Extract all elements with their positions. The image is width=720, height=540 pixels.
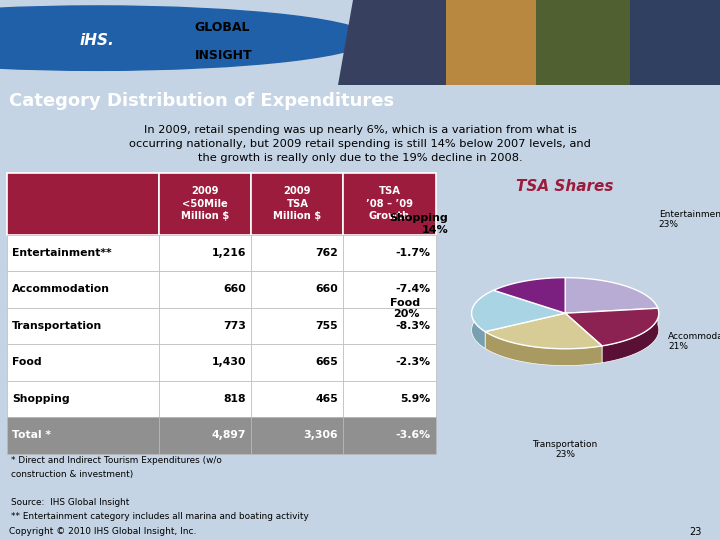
FancyBboxPatch shape [251,308,343,344]
FancyBboxPatch shape [343,417,436,454]
Text: 465: 465 [315,394,338,404]
FancyBboxPatch shape [251,381,343,417]
FancyBboxPatch shape [159,308,251,344]
Text: 773: 773 [223,321,246,331]
FancyBboxPatch shape [251,234,343,271]
Text: TSA Shares: TSA Shares [516,179,614,194]
Text: Food: Food [12,357,42,367]
Text: GLOBAL: GLOBAL [194,21,250,33]
FancyBboxPatch shape [159,234,251,271]
FancyBboxPatch shape [343,308,436,344]
FancyBboxPatch shape [7,173,159,234]
Text: -1.7%: -1.7% [395,248,431,258]
Polygon shape [338,0,367,85]
Text: 2009
<50Mile
Million $: 2009 <50Mile Million $ [181,186,230,221]
FancyBboxPatch shape [251,344,343,381]
FancyBboxPatch shape [7,417,159,454]
Text: iHS.: iHS. [80,33,114,48]
Text: 23: 23 [690,527,702,537]
FancyBboxPatch shape [159,417,251,454]
Text: 762: 762 [315,248,338,258]
Ellipse shape [472,294,659,366]
Text: Accommodation: Accommodation [12,285,110,294]
Text: 660: 660 [223,285,246,294]
FancyBboxPatch shape [536,0,630,85]
Polygon shape [472,291,565,332]
Text: Category Distribution of Expenditures: Category Distribution of Expenditures [9,92,394,110]
Text: 660: 660 [315,285,338,294]
FancyBboxPatch shape [251,417,343,454]
FancyBboxPatch shape [343,234,436,271]
Polygon shape [485,332,602,366]
Text: Copyright © 2010 IHS Global Insight, Inc.: Copyright © 2010 IHS Global Insight, Inc… [9,528,196,536]
Text: * Direct and Indirect Tourism Expenditures (w/o: * Direct and Indirect Tourism Expenditur… [12,456,222,465]
Text: Transportation: Transportation [12,321,102,331]
FancyBboxPatch shape [343,344,436,381]
Circle shape [0,6,371,70]
Text: -7.4%: -7.4% [395,285,431,294]
Polygon shape [602,308,659,363]
Text: Food
20%: Food 20% [390,298,420,319]
Text: 755: 755 [316,321,338,331]
Text: Shopping: Shopping [12,394,70,404]
Text: Total *: Total * [12,430,51,440]
Polygon shape [472,291,494,348]
Text: Entertainment**: Entertainment** [12,248,112,258]
FancyBboxPatch shape [343,381,436,417]
FancyBboxPatch shape [7,234,159,271]
Text: construction & investment): construction & investment) [12,470,134,479]
Text: 2009
TSA
Million $: 2009 TSA Million $ [274,186,322,221]
Text: INSIGHT: INSIGHT [194,49,252,62]
Text: -3.6%: -3.6% [395,430,431,440]
FancyBboxPatch shape [343,173,436,234]
Text: Transportation
23%: Transportation 23% [533,440,598,459]
Text: Shopping
14%: Shopping 14% [390,213,448,235]
FancyBboxPatch shape [251,173,343,234]
Text: 4,897: 4,897 [212,430,246,440]
Text: 818: 818 [224,394,246,404]
FancyBboxPatch shape [159,344,251,381]
FancyBboxPatch shape [159,173,251,234]
Text: 1,430: 1,430 [212,357,246,367]
Text: 3,306: 3,306 [304,430,338,440]
FancyBboxPatch shape [7,308,159,344]
Text: -2.3%: -2.3% [395,357,431,367]
Polygon shape [494,278,565,313]
Text: -8.3%: -8.3% [395,321,431,331]
FancyBboxPatch shape [446,0,540,85]
Polygon shape [565,308,659,346]
Text: 1,216: 1,216 [212,248,246,258]
Polygon shape [565,278,658,313]
FancyBboxPatch shape [7,381,159,417]
FancyBboxPatch shape [7,271,159,308]
Text: Accommodation
21%: Accommodation 21% [668,332,720,351]
Text: 665: 665 [315,357,338,367]
Text: ** Entertainment category includes all marina and boating activity: ** Entertainment category includes all m… [12,512,309,521]
FancyBboxPatch shape [251,271,343,308]
FancyBboxPatch shape [7,344,159,381]
FancyBboxPatch shape [159,381,251,417]
FancyBboxPatch shape [343,271,436,308]
FancyBboxPatch shape [159,271,251,308]
Text: Entertainment
23%: Entertainment 23% [659,210,720,230]
Polygon shape [485,313,602,349]
Text: 5.9%: 5.9% [400,394,431,404]
Text: TSA
’08 – ’09
Growth: TSA ’08 – ’09 Growth [366,186,413,221]
FancyBboxPatch shape [353,0,446,85]
Text: Source:  IHS Global Insight: Source: IHS Global Insight [12,498,130,507]
Text: In 2009, retail spending was up nearly 6%, which is a variation from what is
occ: In 2009, retail spending was up nearly 6… [129,125,591,163]
FancyBboxPatch shape [630,0,720,85]
